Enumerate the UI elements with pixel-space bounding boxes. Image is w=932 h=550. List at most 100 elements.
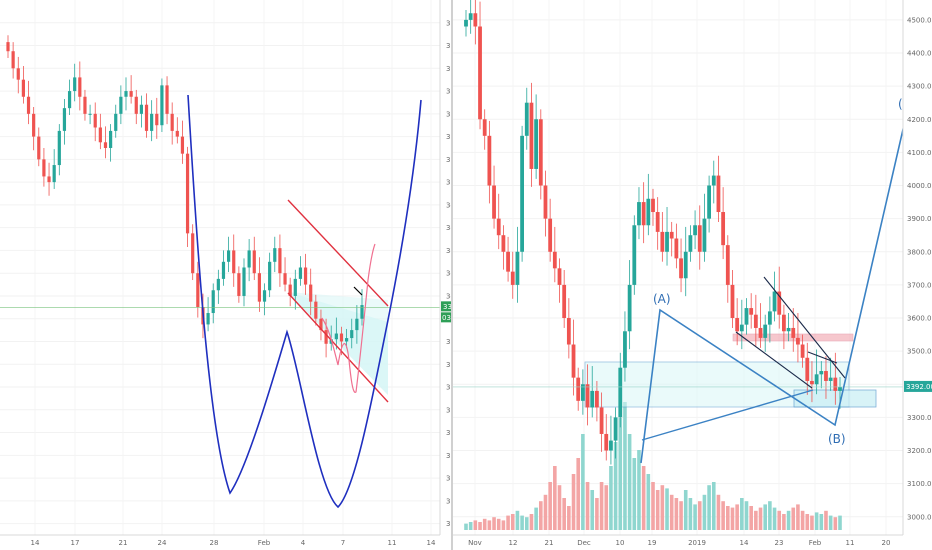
left-candle-body <box>350 330 354 339</box>
left-candle-body <box>262 290 267 302</box>
right-candle-body <box>623 331 627 368</box>
right-volume-bar <box>721 501 725 530</box>
right-volume-bar <box>581 434 585 530</box>
right-volume-bar <box>567 506 571 530</box>
right-volume-bar <box>543 494 548 530</box>
right-candle-body <box>735 318 740 332</box>
right-volume-bar <box>646 474 651 530</box>
right-volume-bar <box>833 517 838 530</box>
right-candle-body <box>669 231 674 239</box>
right-wedge-neck <box>807 351 838 364</box>
left-x-tick-label: 17 <box>71 539 80 547</box>
right-volume-bar <box>496 518 501 530</box>
right-candle-body <box>665 231 669 252</box>
right-candle-body <box>800 344 805 358</box>
left-candle-body <box>339 333 344 342</box>
left-candle-body <box>6 42 10 52</box>
left-chart-panel[interactable]: 3200.03220.03240.03260.03280.03300.03320… <box>0 0 473 550</box>
right-candle-body <box>716 175 721 213</box>
right-volume-bar <box>529 514 534 530</box>
right-price-axis[interactable]: 3000.003100.003200.003300.003400.003500.… <box>902 0 932 550</box>
right-candle-body <box>767 311 772 325</box>
right-volume-bar <box>693 504 697 530</box>
left-candle-body <box>293 278 297 296</box>
right-price-tag: 3392.00 <box>906 383 932 391</box>
right-trend-line <box>641 389 814 441</box>
right-candle-body <box>693 225 697 236</box>
left-candle-body <box>129 91 133 97</box>
left-time-axis[interactable]: 14 17 21 24 28 Feb 4 7 11 14 <box>0 534 440 547</box>
left-x-tick-label: 7 <box>341 539 345 547</box>
left-candle-body <box>237 273 241 296</box>
right-volume-bar <box>478 522 482 530</box>
right-candle-body <box>646 198 651 226</box>
left-x-tick-label: 28 <box>210 539 219 547</box>
right-volume-bar <box>562 498 566 530</box>
left-candle-body <box>227 250 231 262</box>
right-candle-body <box>571 344 576 378</box>
right-candle-body <box>725 245 730 285</box>
right-volume-bar <box>609 466 613 530</box>
right-candle-body <box>707 185 711 219</box>
left-candle-body <box>185 153 190 234</box>
left-candle-body <box>355 318 359 331</box>
left-candle-body <box>278 248 282 274</box>
right-candle-body <box>562 284 567 319</box>
right-volume-bar <box>576 458 580 530</box>
right-candle-body <box>824 371 828 381</box>
right-volume-bar <box>595 498 599 530</box>
right-volume-bar <box>655 490 660 530</box>
right-candle-body <box>496 218 501 236</box>
right-x-tick-label: Dec <box>577 539 591 547</box>
right-volume-bar <box>777 510 782 530</box>
left-candle-body <box>67 91 72 109</box>
right-candle-body <box>679 258 683 279</box>
left-candle-body <box>211 290 215 314</box>
right-candle-body <box>529 102 534 169</box>
right-volume-bar <box>604 485 609 530</box>
right-candle-body <box>782 314 786 332</box>
right-y-tick-label: 3000.00 <box>907 513 932 521</box>
right-candle-body <box>609 440 613 451</box>
left-candle-body <box>11 51 15 69</box>
left-candle-body <box>109 130 113 148</box>
right-volume-bar <box>749 506 753 530</box>
right-volume-bar <box>501 520 506 530</box>
left-channel-upper <box>287 199 389 307</box>
left-candle-body <box>93 113 97 128</box>
right-candles <box>464 0 842 465</box>
left-candle-body <box>206 313 210 325</box>
right-candle-body <box>763 324 768 338</box>
right-volume-bar <box>599 482 604 530</box>
right-candle-body <box>819 371 824 375</box>
right-volume-bar <box>763 504 767 530</box>
right-volume-bar <box>669 494 674 530</box>
right-volume-bar <box>707 485 711 530</box>
right-volume-bar <box>697 501 702 530</box>
right-candle-body <box>674 238 679 259</box>
left-candle-body <box>42 159 46 177</box>
left-candle-body <box>160 85 164 126</box>
right-chart-panel[interactable]: (A)(B)(C 3000.003100.003200.003300.00340… <box>453 0 932 550</box>
right-wedge-lower <box>735 331 813 389</box>
right-volume-bar <box>791 507 796 530</box>
right-candle-body <box>492 185 496 219</box>
left-candle-body <box>57 130 61 166</box>
right-candle-body <box>632 225 637 285</box>
left-candle-body <box>247 250 251 268</box>
right-time-axis[interactable]: Nov 12 21 Dec 10 19 2019 14 23 Feb 11 20 <box>453 534 903 547</box>
right-plot-area <box>453 0 903 535</box>
right-candle-body <box>478 26 482 120</box>
right-candle-body <box>796 337 800 345</box>
left-x-tick-label: 4 <box>301 539 306 547</box>
right-x-tick-label: 21 <box>545 539 554 547</box>
right-volume-bar <box>679 501 683 530</box>
right-volume-bar <box>740 498 744 530</box>
right-candle-body <box>627 284 632 332</box>
right-candle-body <box>744 308 749 325</box>
left-candle-body <box>345 338 349 342</box>
left-candle-body <box>62 108 67 131</box>
right-volume-bar <box>735 504 739 530</box>
right-candle-body <box>772 291 777 312</box>
right-volume-bar <box>510 514 515 530</box>
